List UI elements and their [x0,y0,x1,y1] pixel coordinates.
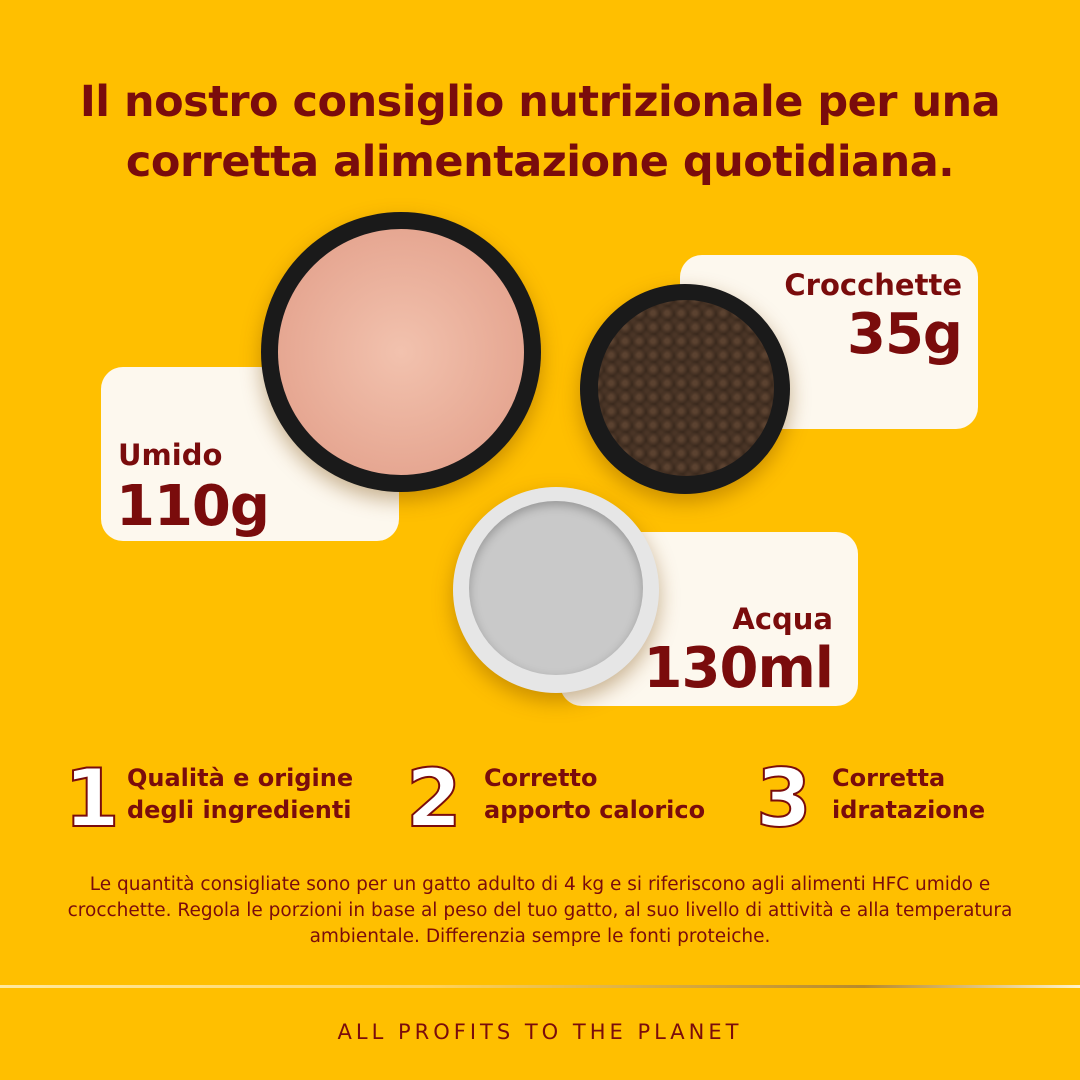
crocchette-value: 35g [846,302,963,367]
wet-food-bowl-image [261,212,541,492]
point-text-2: Corretto apporto calorico [484,762,705,826]
point-text-1: Qualità e origine degli ingredienti [127,762,353,826]
point-3-line-2: idratazione [832,796,986,824]
divider [0,985,1080,988]
point-text-3: Corretta idratazione [832,762,985,826]
point-1-line-2: degli ingredienti [127,796,352,824]
footer-tagline: ALL PROFITS TO THE PLANET [337,1020,743,1044]
disclaimer-text: Le quantità consigliate sono per un gatt… [67,874,1013,947]
title-line-2: corretta alimentazione quotidiana. [125,137,955,187]
point-number-1: 1 [63,751,121,846]
point-3-line-1: Corretta [832,764,946,792]
page-title: Il nostro consiglio nutrizionale per una… [0,72,1080,192]
point-1-line-1: Qualità e origine [127,764,354,792]
kibble-bowl-image [580,284,790,494]
umido-value: 110g [116,474,270,539]
acqua-label: Acqua [732,602,833,636]
acqua-value: 130ml [643,636,834,701]
umido-label: Umido [118,438,223,472]
crocchette-label: Crocchette [784,268,962,302]
title-line-1: Il nostro consiglio nutrizionale per una [79,77,1001,127]
water-bowl-image [453,487,659,693]
point-2-line-1: Corretto [484,764,598,792]
point-2-line-2: apporto calorico [484,796,706,824]
point-number-3: 3 [755,751,813,846]
point-number-2: 2 [405,751,463,846]
